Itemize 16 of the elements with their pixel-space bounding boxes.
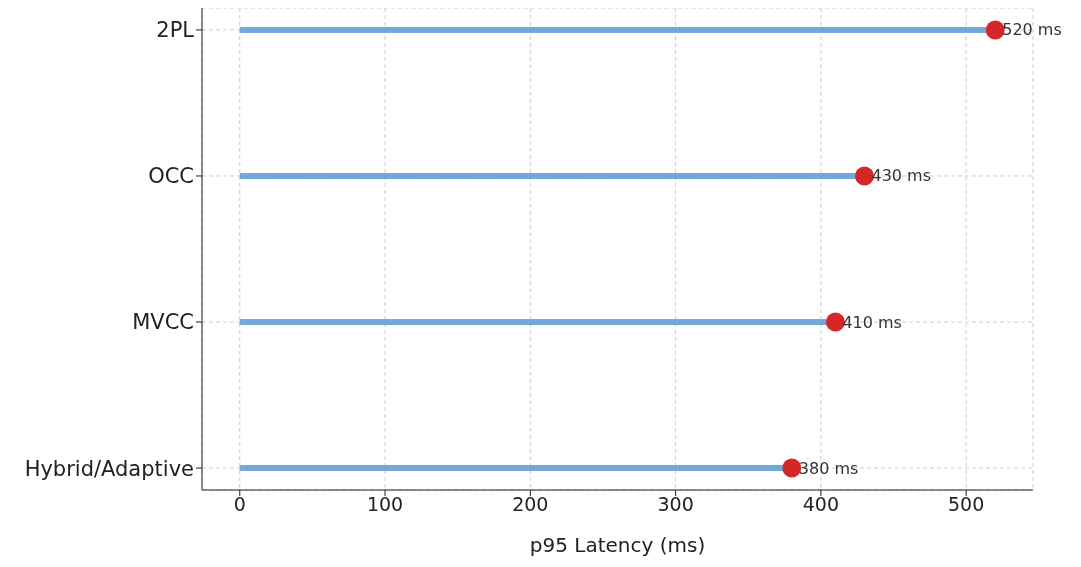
x-tick-label: 100	[366, 493, 404, 516]
point	[854, 166, 874, 186]
y-tick-label: Hybrid/Adaptive	[24, 456, 194, 481]
x-tick-label: 0	[233, 493, 246, 516]
data-label: 380 ms	[798, 458, 859, 478]
x-tick-label: 400	[802, 493, 840, 516]
x-tick-label: 200	[512, 493, 549, 516]
point	[825, 312, 845, 332]
x-axis-title: p95 Latency (ms)	[529, 533, 706, 557]
point	[782, 458, 802, 478]
x-tick-label: 300	[657, 493, 694, 516]
y-tick-label: MVCC	[132, 310, 194, 335]
x-tick-label: 500	[948, 493, 985, 516]
y-tick-label: OCC	[148, 164, 194, 189]
point	[985, 20, 1005, 40]
y-tick-label: 2PL	[156, 18, 195, 43]
